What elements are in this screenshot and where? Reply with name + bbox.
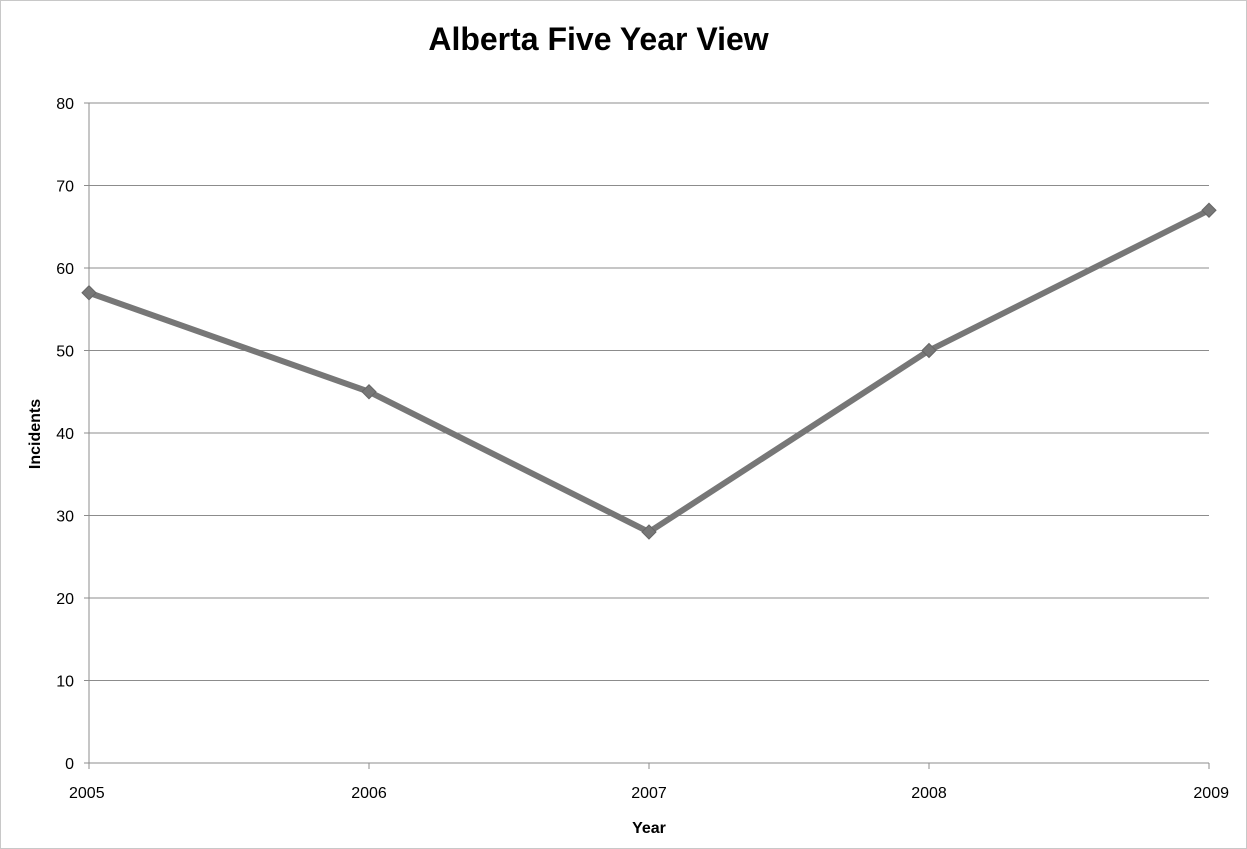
chart-title: Alberta Five Year View: [428, 21, 769, 57]
x-tick-label: 2006: [351, 785, 387, 802]
y-tick-label: 40: [56, 426, 74, 443]
data-point-marker: [81, 285, 97, 301]
y-tick-label: 20: [56, 591, 74, 608]
x-tick-label: 2008: [911, 785, 947, 802]
axes: [84, 102, 1210, 769]
x-tick-label: 2005: [69, 785, 105, 802]
x-tick-label: 2007: [631, 785, 667, 802]
y-tick-label: 60: [56, 261, 74, 278]
y-axis-title: Incidents: [27, 399, 44, 469]
data-point-marker: [1201, 202, 1217, 218]
y-tick-label: 30: [56, 509, 74, 526]
data-point-marker: [641, 524, 657, 540]
y-tick-label: 70: [56, 179, 74, 196]
series-line: [86, 207, 1212, 535]
y-tick-label: 80: [56, 96, 74, 113]
y-tick-label: 10: [56, 674, 74, 691]
series-layer: [81, 202, 1217, 540]
data-point-marker: [921, 342, 937, 359]
y-tick-labels: 0 10 20 30 40 50 60 70 80: [56, 96, 74, 773]
x-tick-labels: 2005 2006 2007 2008 2009: [69, 785, 1229, 802]
x-tick-label: 2009: [1193, 785, 1229, 802]
y-tick-label: 0: [65, 756, 74, 773]
gridlines: [89, 102, 1209, 681]
y-tick-label: 50: [56, 344, 74, 361]
data-point-marker: [361, 384, 377, 400]
x-axis-title: Year: [632, 820, 666, 837]
